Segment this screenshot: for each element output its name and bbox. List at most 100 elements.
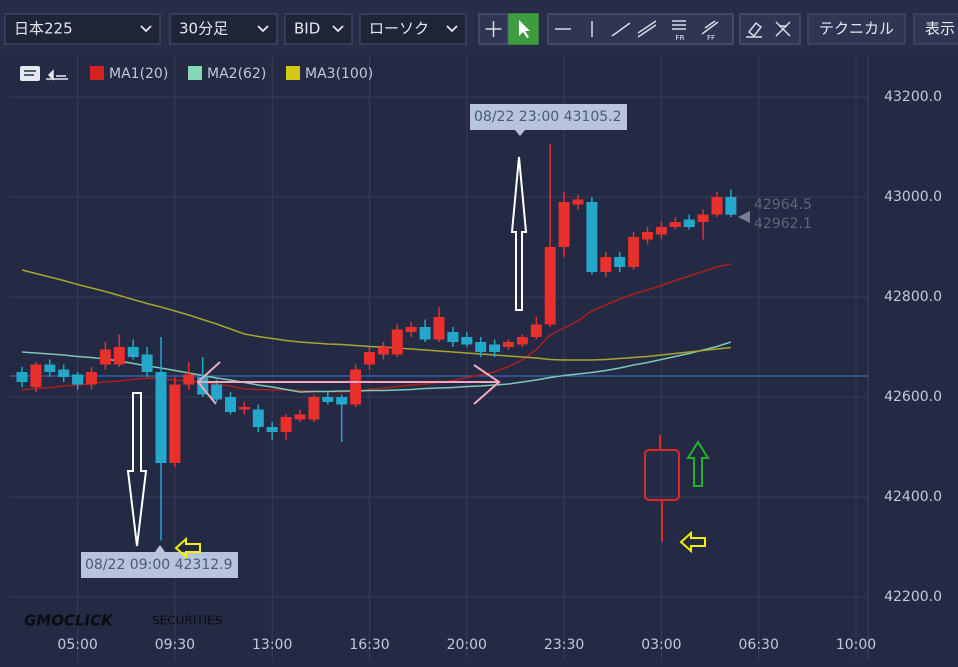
candle-body [614,257,626,267]
toolbar-button-label: 表示 [925,20,955,38]
candle-body [655,227,667,235]
icon-label: FF [707,34,715,42]
y-tick-label: 42600.0 [884,389,942,405]
ma-line [21,269,731,361]
toolbar-button-label: テクニカル [819,20,894,38]
y-tick-label: 42400.0 [884,489,942,505]
crosshair-icon [485,21,502,37]
white-down-arrow [126,392,148,547]
candle-body [350,369,362,405]
draw-icons [555,20,719,38]
candle-body [252,409,264,427]
collapse-icon[interactable] [46,69,68,81]
select-label: 日本225 [14,20,73,38]
candle-body [503,342,514,347]
x-tick-label: 20:00 [447,637,487,653]
candle-body [642,232,653,240]
candle-body [197,377,209,395]
candle-body [155,372,167,463]
candle-body [558,202,570,247]
tooltip-box [81,552,238,578]
candle-body [238,407,250,410]
comment-icon[interactable] [20,66,40,81]
tooltip-pointer [155,545,165,552]
candle-body [530,324,542,337]
candle-body [58,369,70,377]
candle-body [30,364,42,387]
tooltip-pointer [515,130,525,136]
candle-body [669,222,681,227]
candle-body [725,197,737,215]
candle-body [266,427,278,432]
y-tick-label: 42200.0 [884,589,942,605]
last-price-marker [738,211,750,223]
candle-body [628,237,640,267]
candle-body [183,374,195,385]
ma-line [21,263,732,393]
candle-body [697,214,709,222]
candle-body [113,347,125,365]
legend-icons [20,66,68,81]
candle-body [127,347,139,357]
y-tick-label: 43200.0 [884,89,942,105]
x-tick-label: 10:00 [836,637,876,653]
candle-body [44,364,56,372]
last-price-label: 42962.1 [754,216,812,232]
legend-label: MA1(20) [109,66,168,82]
candle-body [683,219,695,227]
candle-body [489,344,501,352]
select-box[interactable] [169,13,278,45]
candle-body [516,337,528,345]
select-chevron [140,25,152,33]
candle-body [419,327,431,340]
x-tick-label: 03:00 [641,637,681,653]
edit-icons [746,21,791,38]
candle-body [447,332,459,342]
candle-body [336,397,348,405]
pink-double-arrow [196,361,501,405]
candle-body [211,384,223,400]
candle-body [322,397,334,402]
candle-body [86,372,97,385]
ma-line [21,341,732,393]
edit-tools[interactable] [739,13,801,45]
candle-body [391,329,403,355]
legend-label: MA3(100) [305,66,373,82]
candle-body [475,342,487,352]
candle-body [169,384,181,463]
yellow-arrow-1 [174,536,201,560]
x-tick-label: 05:00 [57,637,97,653]
y-tick-label: 42800.0 [884,289,942,305]
candle-body [72,374,84,385]
candle-body [433,317,445,340]
icon-label: FR [676,34,685,42]
pointer-icon [519,20,530,38]
tool-buttons [478,13,801,45]
crosshair-button[interactable] [478,13,509,45]
select-box[interactable] [4,13,161,45]
toolbar-button[interactable] [807,13,906,45]
green-up-arrow [686,440,710,487]
candle-body [364,352,375,365]
candle-body [586,202,598,272]
candle-body [280,417,292,432]
plot: 42200.0 42400.0 42600.0 42800.0 43000.0 43200… [10,55,942,660]
select-box[interactable] [359,13,467,45]
candle-body [600,257,612,272]
watermark-brand: GMOCLICK [24,612,114,630]
tooltip-box [470,104,627,130]
candle-body [225,397,236,412]
white-up-arrow [510,156,528,311]
select-chevron [332,25,344,33]
candle-body [377,347,389,355]
draw-tools[interactable] [547,13,734,45]
legend-swatch [286,66,300,80]
user-drawings [126,156,710,560]
x-tick-label: 23:30 [544,637,584,653]
sketch-candle-wick [659,435,663,542]
toolbar-button[interactable] [913,13,958,45]
candle-body [141,354,153,372]
candle-body [308,397,320,420]
select-chevron [446,25,458,33]
